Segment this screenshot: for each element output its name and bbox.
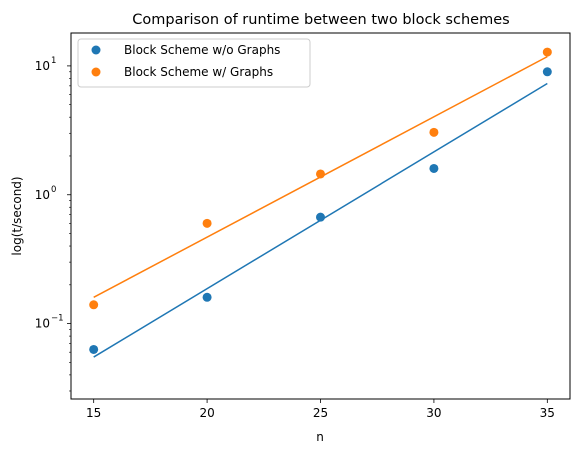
x-tick-label-0: 15 — [86, 406, 101, 420]
data-point-0-0 — [89, 344, 99, 354]
data-point-1-3 — [429, 127, 439, 137]
y-tick-exponent-2: 1 — [51, 56, 56, 66]
data-point-1-4 — [542, 47, 552, 57]
chart-title: Comparison of runtime between two block … — [132, 12, 509, 28]
legend-box — [77, 38, 311, 88]
legend-marker-0 — [91, 45, 101, 55]
legend-label-1: Block Scheme w/ Graphs — [124, 65, 273, 79]
data-point-0-2 — [316, 212, 325, 222]
legend-label-0: Block Scheme w/o Graphs — [124, 43, 280, 57]
data-point-1-0 — [89, 300, 99, 310]
data-points — [89, 47, 552, 354]
fit-lines — [93, 55, 548, 358]
x-tick-label-3: 30 — [426, 406, 441, 420]
x-axis: 15 20 25 30 35 — [86, 399, 555, 420]
y-tick-label-0: 10 — [35, 317, 50, 331]
data-point-1-2 — [316, 169, 325, 179]
x-tick-label-4: 35 — [540, 406, 555, 420]
legend-marker-1 — [91, 67, 101, 77]
data-point-0-3 — [429, 163, 439, 173]
y-axis-label: log(t/second) — [10, 176, 24, 255]
x-axis-label: n — [316, 430, 324, 444]
x-tick-label-2: 25 — [313, 406, 328, 420]
legend: Block Scheme w/o Graphs Block Scheme w/ G… — [77, 38, 311, 88]
x-tick-label-1: 20 — [199, 406, 214, 420]
data-point-1-1 — [202, 218, 212, 228]
data-point-0-1 — [202, 292, 212, 302]
y-tick-label-2: 10 — [35, 59, 50, 73]
y-tick-exponent-1: 0 — [51, 185, 56, 195]
y-tick-label-1: 10 — [35, 188, 50, 202]
data-point-0-4 — [542, 67, 552, 77]
y-tick-exponent-0: −1 — [51, 314, 64, 324]
